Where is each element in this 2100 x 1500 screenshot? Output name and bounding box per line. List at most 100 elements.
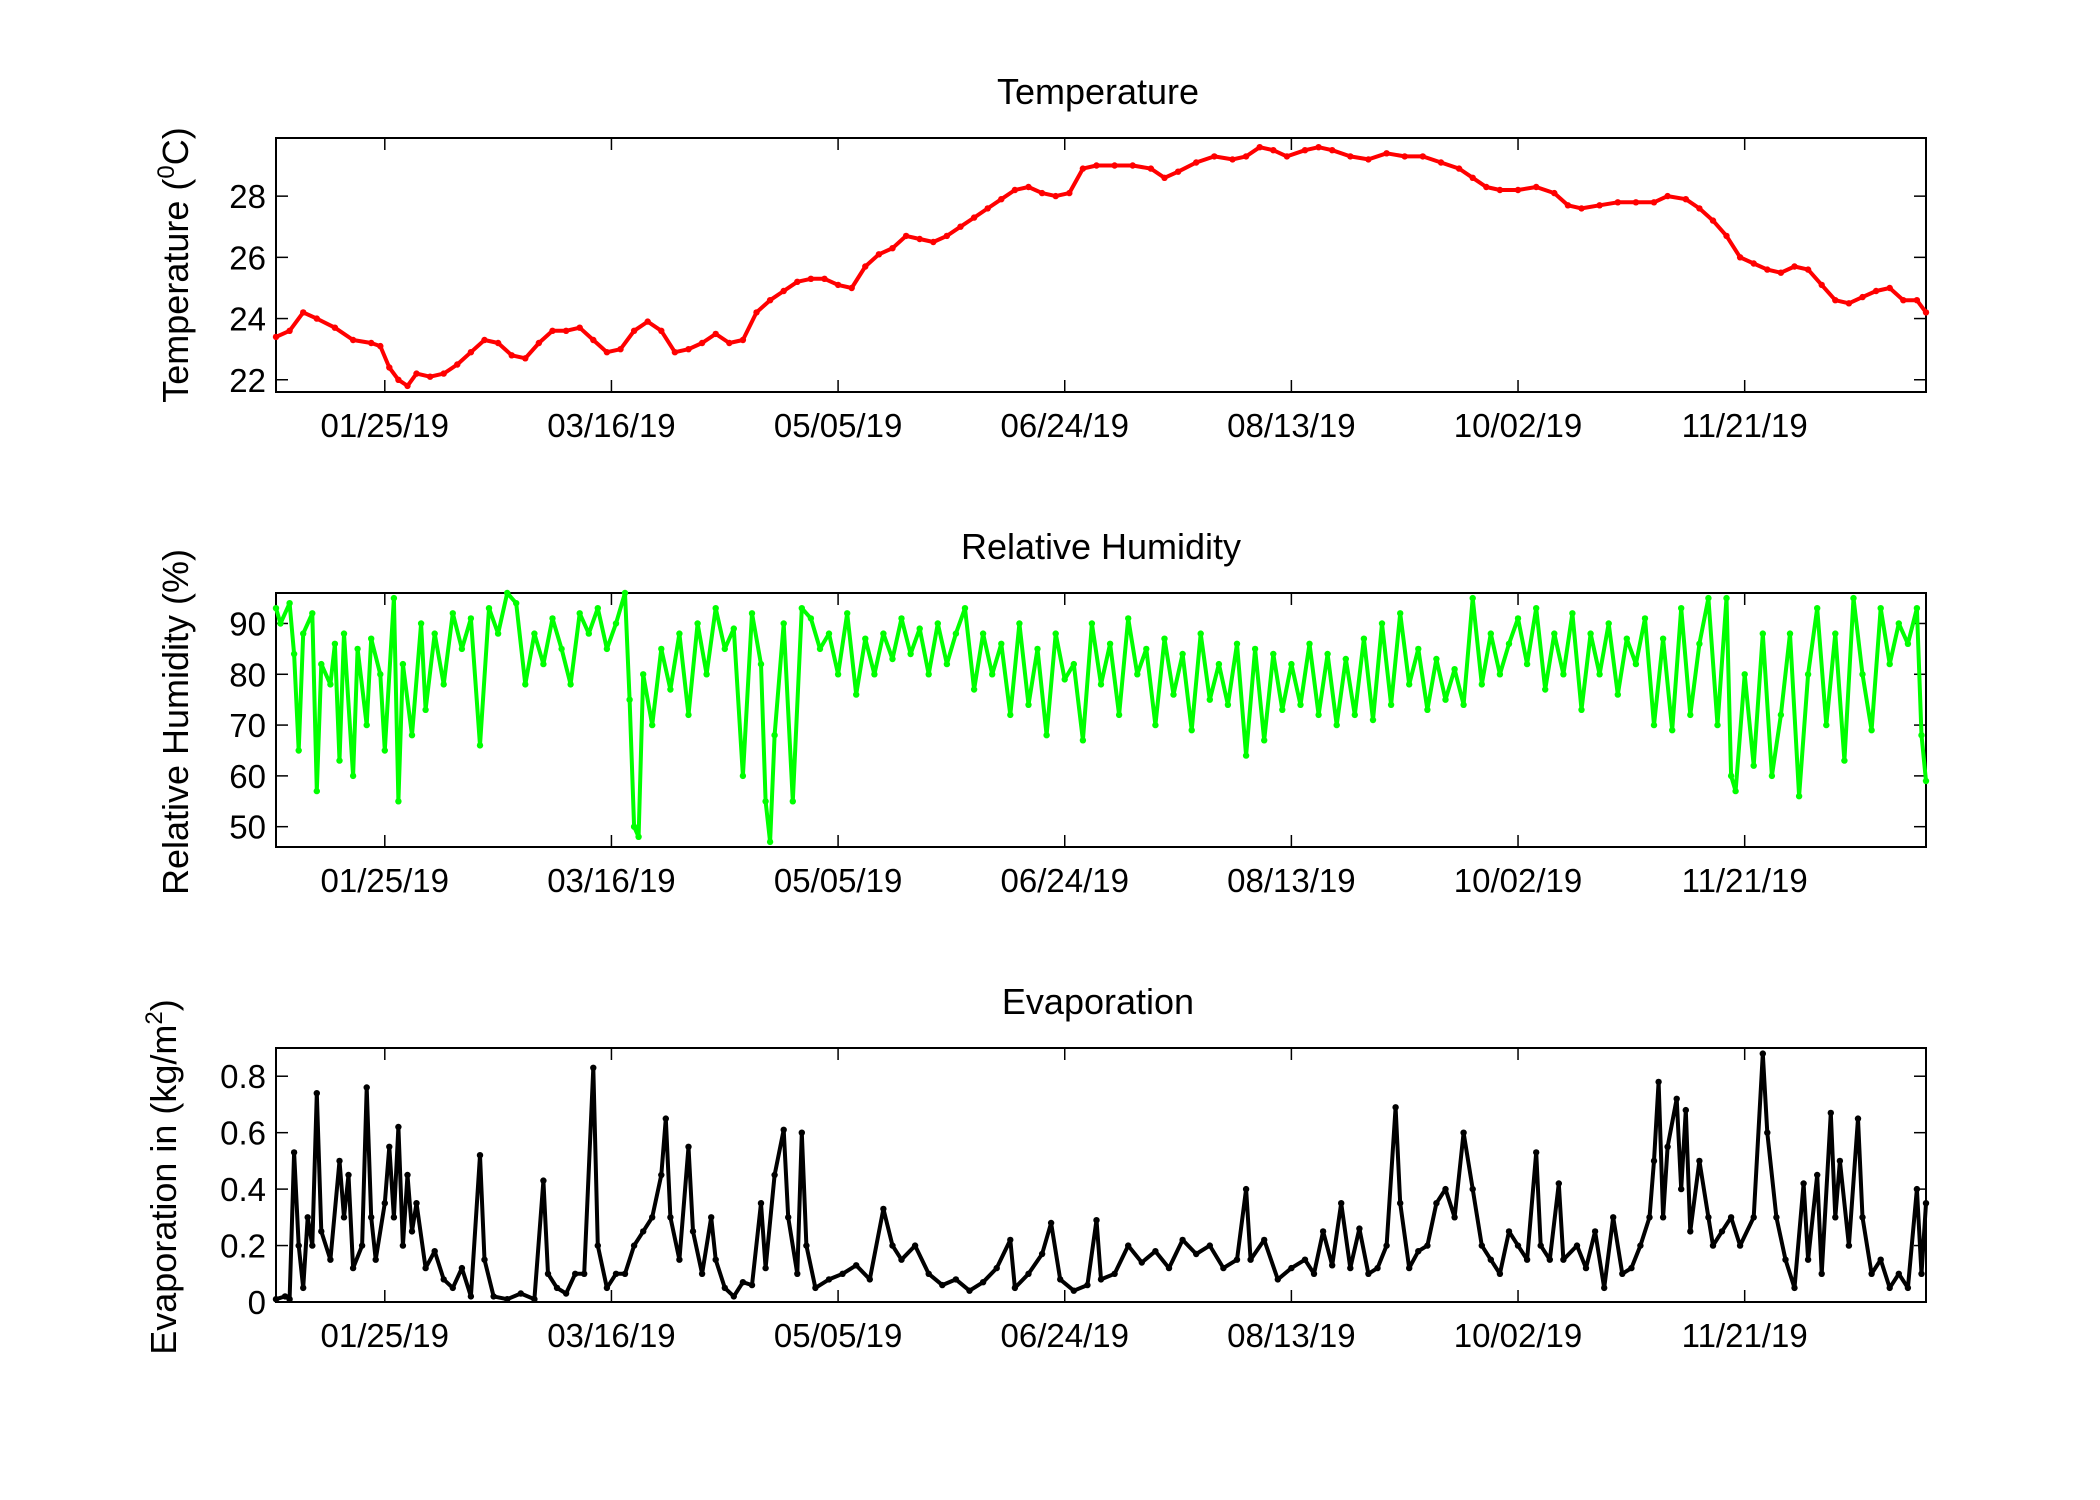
data-point	[1523, 660, 1531, 668]
y-tick-label: 28	[229, 178, 266, 215]
data-point	[300, 309, 307, 316]
data-point	[422, 1264, 429, 1272]
data-point	[1424, 706, 1431, 713]
data-point	[494, 339, 502, 347]
data-point	[721, 645, 728, 653]
data-point	[1650, 1157, 1658, 1165]
data-point	[1433, 655, 1440, 663]
data-point	[1206, 696, 1214, 703]
data-point	[1877, 1256, 1884, 1263]
data-point	[1478, 1242, 1486, 1249]
data-point	[1551, 189, 1558, 197]
data-point	[327, 681, 334, 688]
data-point	[739, 772, 747, 780]
data-point	[1478, 681, 1486, 688]
x-tick-label: 10/02/19	[1454, 407, 1582, 444]
data-point	[603, 645, 611, 653]
data-point	[635, 833, 642, 840]
data-point	[1179, 1236, 1186, 1244]
data-point	[898, 1256, 905, 1263]
data-point	[390, 594, 398, 602]
data-point	[916, 625, 923, 632]
data-point	[1057, 1276, 1064, 1283]
data-point	[1315, 711, 1322, 719]
panel-relative-humidity: Relative Humidity Relative Humidity (%) …	[155, 526, 1930, 899]
data-point	[1514, 186, 1522, 194]
x-tick-label: 06/24/19	[1001, 407, 1129, 444]
data-point	[1369, 716, 1377, 724]
data-point	[576, 610, 583, 617]
data-point	[880, 630, 887, 637]
data-point	[1505, 640, 1513, 647]
data-point	[1147, 165, 1155, 172]
data-point	[1623, 635, 1631, 642]
data-point	[1709, 1242, 1717, 1249]
data-point	[354, 645, 361, 653]
data-point	[1134, 671, 1141, 678]
data-point	[1641, 615, 1649, 622]
plot-area	[275, 592, 1927, 848]
data-point	[1193, 1250, 1200, 1258]
data-point	[1079, 165, 1087, 172]
data-point	[807, 615, 815, 622]
data-point	[372, 1256, 379, 1263]
data-point	[816, 645, 824, 653]
data-point	[1845, 1242, 1853, 1249]
data-point	[621, 589, 629, 597]
data-point	[1143, 645, 1150, 653]
data-point	[1614, 199, 1622, 206]
x-tick-label: 06/24/19	[1001, 1317, 1129, 1354]
data-point	[1727, 772, 1735, 780]
series-group	[272, 144, 1930, 390]
series-line	[275, 1051, 1928, 1302]
data-point	[494, 630, 502, 637]
data-point	[1605, 620, 1612, 627]
data-point	[1179, 650, 1186, 658]
data-point	[766, 838, 774, 846]
x-tick-label: 10/02/19	[1454, 1317, 1582, 1354]
data-point	[1351, 711, 1359, 719]
data-point	[286, 600, 293, 607]
chart-title: Relative Humidity	[961, 526, 1241, 567]
data-point	[567, 681, 574, 688]
data-point	[1904, 640, 1912, 647]
y-tick-label: 22	[229, 362, 266, 399]
y-tick-label: 50	[229, 809, 266, 846]
data-point	[821, 275, 828, 282]
data-point	[1922, 777, 1930, 785]
data-point	[431, 1248, 438, 1255]
data-point	[853, 1262, 860, 1269]
data-point	[331, 324, 339, 331]
data-point	[1718, 1228, 1726, 1235]
x-tick-label: 11/21/19	[1682, 1317, 1808, 1354]
data-point	[594, 1242, 601, 1249]
data-point	[295, 1242, 302, 1249]
data-point	[1310, 1270, 1318, 1278]
data-point	[871, 671, 878, 678]
data-point	[1347, 1264, 1354, 1272]
data-point	[780, 1126, 787, 1134]
data-point	[748, 610, 756, 617]
data-point	[290, 1149, 298, 1156]
y-tick-label: 0	[248, 1284, 266, 1321]
data-point	[1859, 1214, 1866, 1221]
data-point	[780, 287, 787, 295]
data-point	[748, 1281, 756, 1289]
data-point	[408, 1228, 416, 1235]
data-point	[1818, 1270, 1825, 1278]
data-point	[481, 1256, 488, 1263]
data-point	[485, 605, 493, 612]
data-point	[522, 681, 529, 688]
data-point	[517, 1290, 524, 1297]
data-point	[866, 1276, 873, 1283]
data-point	[1034, 645, 1041, 653]
data-point	[408, 732, 416, 739]
data-point	[1233, 640, 1241, 647]
data-point	[1161, 635, 1168, 642]
data-point	[1569, 610, 1576, 617]
data-point	[825, 1276, 833, 1283]
data-point	[1678, 1185, 1685, 1193]
data-point	[1297, 701, 1304, 708]
data-point	[993, 1264, 1000, 1272]
data-point	[1365, 1270, 1372, 1278]
